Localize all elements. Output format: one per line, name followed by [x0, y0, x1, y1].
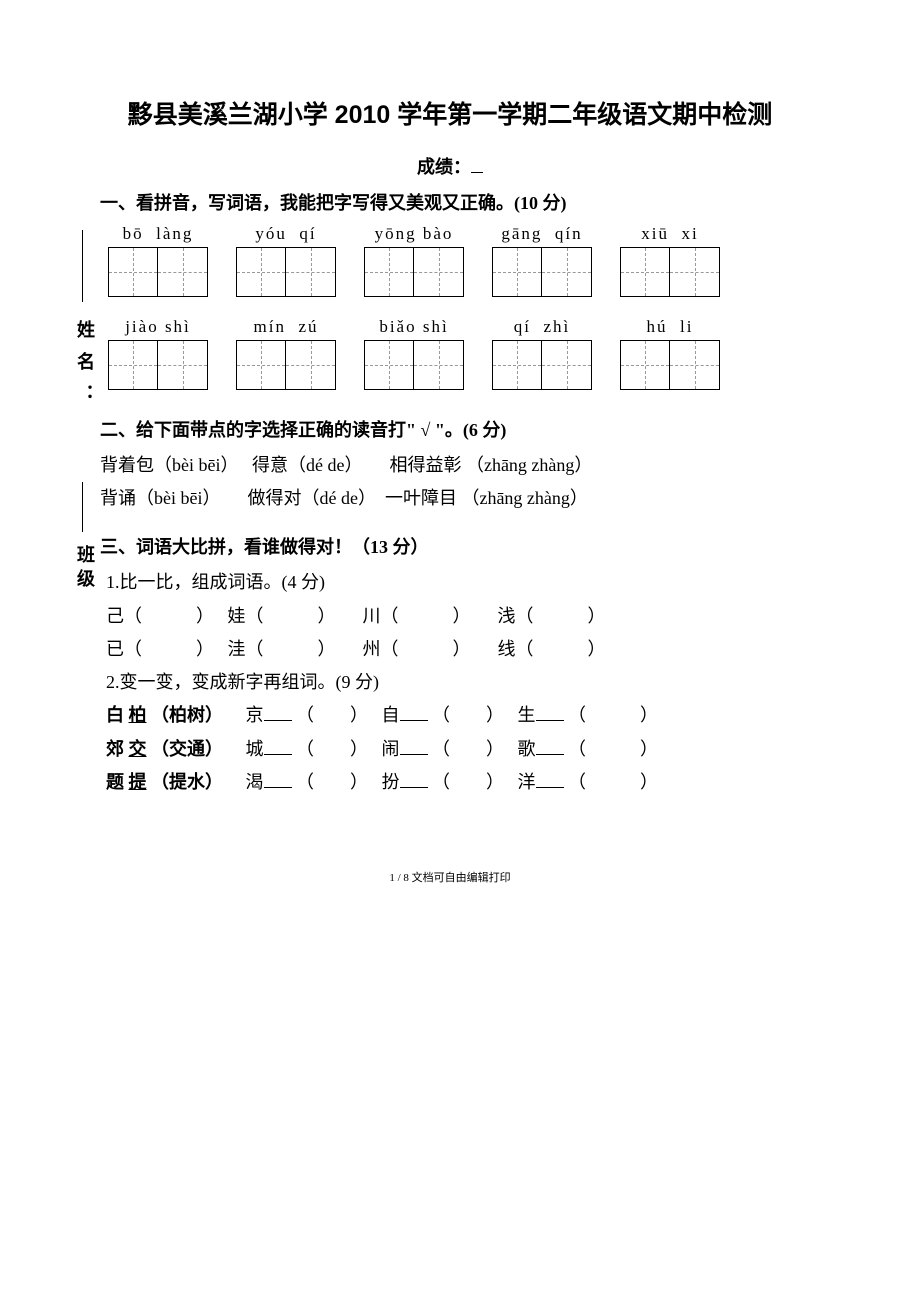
q2-rest: （ ）	[568, 772, 658, 792]
blank	[264, 754, 292, 755]
q2-line-1: 白 柏 （柏树） 京 （ ） 自 （ ） 生 （ ）	[106, 699, 800, 732]
pinyin-text: bō làng	[108, 224, 208, 244]
pinyin-item: gāng qín	[492, 224, 592, 297]
blank	[264, 720, 292, 721]
q2-line-3: 题 提 （提水） 渴 （ ） 扮 （ ） 洋 （ ）	[106, 766, 800, 799]
page-footer: 1 / 8 文档可自由编辑打印	[100, 869, 800, 885]
pinyin-text: mín zú	[236, 317, 336, 337]
ex-word: （提水）	[151, 772, 223, 792]
blank	[400, 787, 428, 788]
char-box	[158, 340, 208, 390]
pinyin-row-1: bō làng yóu qí yōng bào gāng qín xiū xi	[108, 224, 800, 297]
section-3-title: 三、词语大比拼，看谁做得对！（13 分）	[100, 533, 800, 562]
q2-rest: 渴	[228, 772, 264, 792]
pinyin-text: yóu qí	[236, 224, 336, 244]
section-2-title: 二、给下面带点的字选择正确的读音打" √ "。(6 分)	[100, 416, 800, 445]
pinyin-text: hú li	[620, 317, 720, 337]
q2-line-2: 郊 交 （交通） 城 （ ） 闹 （ ） 歌 （ ）	[106, 733, 800, 766]
q1-label: 1.比一比，组成词语。(4 分)	[106, 566, 800, 599]
blank	[536, 787, 564, 788]
pinyin-text: yōng bào	[364, 224, 464, 244]
q2-rest: （ ） 闹	[296, 739, 400, 759]
char-box	[364, 340, 414, 390]
pinyin-item: mín zú	[236, 317, 336, 390]
ex-word: （柏树）	[151, 705, 223, 725]
score-row: 成绩：	[100, 153, 800, 179]
q2-rest: 城	[228, 739, 264, 759]
q1-line-1: 己（ ） 娃（ ） 川（ ） 浅（ ）	[106, 600, 800, 633]
q2-rest: （ ）	[568, 739, 658, 759]
q1-line-2: 已（ ） 洼（ ） 州（ ） 线（ ）	[106, 633, 800, 666]
score-blank	[471, 172, 483, 173]
char-box	[286, 247, 336, 297]
ex-char-u: 交	[129, 739, 147, 759]
page-title: 黟县美溪兰湖小学 2010 学年第一学期二年级语文期中检测	[100, 100, 800, 131]
q2-rest: （ ） 自	[296, 705, 400, 725]
score-label: 成绩：	[417, 157, 471, 177]
q2-rest: （ ）	[568, 705, 658, 725]
q2-rest: （ ） 扮	[296, 772, 400, 792]
pinyin-row-2: jiào shì mín zú biǎo shì qí zhì hú li	[108, 317, 800, 390]
char-box	[414, 247, 464, 297]
pinyin-text: jiào shì	[108, 317, 208, 337]
section-2-line-1: 背着包（bèi bēi） 得意（dé de） 相得益彰 （zhāng zhàng…	[100, 449, 800, 482]
ex-char-u: 提	[129, 772, 147, 792]
char-box	[364, 247, 414, 297]
pinyin-item: hú li	[620, 317, 720, 390]
ex-char: 题	[106, 772, 124, 792]
char-box	[492, 247, 542, 297]
ex-char: 郊	[106, 739, 124, 759]
char-box	[236, 340, 286, 390]
side-name-label: 姓名：	[72, 320, 98, 416]
char-box	[414, 340, 464, 390]
side-line	[82, 230, 83, 302]
q2-label: 2.变一变，变成新字再组词。(9 分)	[106, 666, 800, 699]
char-box	[542, 247, 592, 297]
pinyin-item: biǎo shì	[364, 317, 464, 390]
pinyin-text: xiū xi	[620, 224, 720, 244]
ex-word: （交通）	[151, 739, 223, 759]
pinyin-item: bō làng	[108, 224, 208, 297]
ex-char-u: 柏	[129, 705, 147, 725]
char-box	[620, 247, 670, 297]
pinyin-item: xiū xi	[620, 224, 720, 297]
pinyin-text: qí zhì	[492, 317, 592, 337]
char-box	[236, 247, 286, 297]
char-box	[542, 340, 592, 390]
section-1-title: 一、看拼音，写词语，我能把字写得又美观又正确。(10 分)	[100, 189, 800, 218]
blank	[400, 754, 428, 755]
q2-rest: （ ） 洋	[432, 772, 536, 792]
q2-rest: 京	[228, 705, 264, 725]
side-class-label: 班级	[72, 545, 98, 593]
char-box	[620, 340, 670, 390]
char-box	[670, 340, 720, 390]
char-box	[670, 247, 720, 297]
pinyin-text: biǎo shì	[364, 317, 464, 337]
pinyin-item: qí zhì	[492, 317, 592, 390]
side-line	[82, 482, 83, 532]
q2-rest: （ ） 生	[432, 705, 536, 725]
char-box	[158, 247, 208, 297]
char-box	[492, 340, 542, 390]
char-box	[108, 340, 158, 390]
pinyin-text: gāng qín	[492, 224, 592, 244]
pinyin-item: yóu qí	[236, 224, 336, 297]
ex-char: 白	[106, 705, 124, 725]
q2-rest: （ ） 歌	[432, 739, 536, 759]
blank	[264, 787, 292, 788]
blank	[400, 720, 428, 721]
section-2-line-2: 背诵（bèi bēi） 做得对（dé de） 一叶障目 （zhāng zhàng…	[100, 482, 800, 515]
blank	[536, 720, 564, 721]
pinyin-item: yōng bào	[364, 224, 464, 297]
pinyin-item: jiào shì	[108, 317, 208, 390]
char-box	[108, 247, 158, 297]
char-box	[286, 340, 336, 390]
blank	[536, 754, 564, 755]
